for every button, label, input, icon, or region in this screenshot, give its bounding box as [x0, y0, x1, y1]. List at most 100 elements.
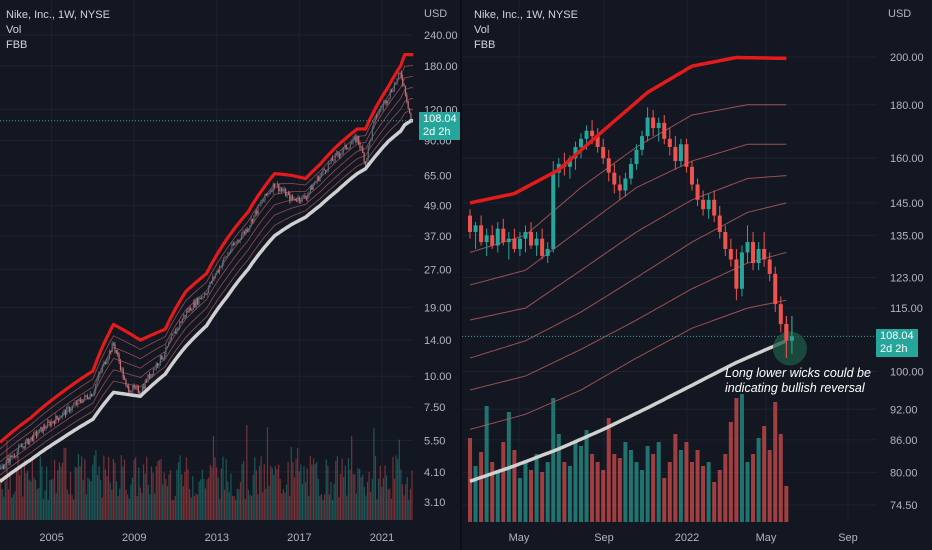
- left-candle-body: [40, 427, 42, 429]
- left-candle-body: [278, 184, 280, 191]
- right-volume-bar: [712, 482, 717, 522]
- left-volume-bar: [347, 458, 350, 520]
- left-volume-bar: [366, 481, 369, 520]
- left-candle-body: [351, 142, 353, 145]
- left-legend-vol[interactable]: Vol: [6, 24, 22, 36]
- left-volume-bar: [50, 479, 53, 520]
- right-volume-bar: [684, 442, 689, 522]
- left-volume-bar: [163, 472, 165, 520]
- right-countdown: 2d 2h: [880, 343, 908, 355]
- right-volume-bar: [773, 402, 778, 522]
- left-candle-body: [22, 446, 24, 448]
- left-volume-bar: [20, 465, 22, 520]
- left-candle-body: [51, 421, 53, 426]
- left-legend-fbb[interactable]: FBB: [6, 39, 28, 51]
- left-volume-bar: [96, 475, 99, 520]
- left-candle-body: [103, 361, 105, 366]
- left-volume-bar: [173, 499, 175, 520]
- left-volume-bar: [28, 479, 30, 520]
- left-candle-body: [144, 380, 146, 389]
- left-candle-body: [217, 270, 219, 272]
- left-volume-bar: [273, 474, 275, 520]
- right-legend-vol[interactable]: Vol: [474, 24, 490, 36]
- left-candle-body: [329, 162, 331, 164]
- left-volume-bar: [260, 456, 262, 520]
- left-volume-bar: [61, 462, 64, 520]
- right-chart-pane[interactable]: USD 200.00 180.00 160.00 145.00 135.00 123.00 1…: [462, 0, 932, 550]
- left-volume-bar: [33, 477, 35, 520]
- left-volume-bar: [15, 469, 18, 520]
- right-volume-bar: [490, 462, 495, 522]
- left-volume-bar: [135, 457, 137, 520]
- left-chart[interactable]: USD240.00180.00120.0090.0065.0049.0037.0…: [0, 0, 460, 550]
- pane-divider[interactable]: [460, 0, 462, 550]
- left-candle-body: [170, 335, 172, 340]
- left-volume-bar: [155, 466, 157, 520]
- left-candle-body: [146, 380, 148, 382]
- left-fbb-inner-band: [0, 98, 413, 469]
- reversal-highlight-circle: [772, 331, 807, 366]
- right-candle-body: [606, 158, 611, 173]
- left-volume-bar: [139, 487, 141, 520]
- left-candle-body: [236, 239, 239, 243]
- left-volume-bar: [109, 482, 111, 520]
- left-y-tick-label: 49.00: [424, 201, 452, 213]
- left-volume-bar: [93, 455, 95, 520]
- left-candle-body: [206, 293, 208, 295]
- left-candle-body: [363, 152, 365, 163]
- left-y-tick-label: 5.50: [424, 435, 445, 447]
- left-volume-bar: [409, 488, 412, 520]
- right-x-tick-label: Sep: [594, 532, 614, 544]
- right-fbb-inner-band: [469, 143, 787, 286]
- right-y-tick-label: 123.00: [890, 273, 924, 285]
- left-volume-bar: [290, 447, 292, 520]
- left-candle-body: [386, 101, 389, 104]
- right-candle-body: [512, 238, 517, 249]
- left-volume-bar: [236, 488, 238, 520]
- left-legend-title[interactable]: Nike, Inc., 1W, NYSE: [6, 9, 110, 21]
- left-volume-bar: [19, 475, 21, 520]
- left-candle-body: [279, 188, 281, 191]
- left-candle-body: [115, 350, 117, 353]
- left-volume-bar: [314, 464, 316, 520]
- right-chart[interactable]: USD 200.00 180.00 160.00 145.00 135.00 123.00 1…: [462, 0, 932, 550]
- left-candle-body: [388, 98, 390, 102]
- left-candle-body: [198, 297, 200, 305]
- right-legend-title[interactable]: Nike, Inc., 1W, NYSE: [474, 9, 578, 21]
- left-volume-bar: [354, 474, 356, 520]
- left-volume-bar: [324, 494, 326, 520]
- left-candle-body: [344, 144, 346, 148]
- left-candle-body: [382, 103, 385, 108]
- left-fbb-inner-band: [0, 87, 413, 463]
- left-candle-body: [257, 205, 259, 214]
- left-volume-bar: [3, 496, 5, 520]
- left-candle-body: [15, 456, 17, 457]
- left-volume-bar: [392, 456, 394, 520]
- left-volume-bar: [201, 469, 203, 520]
- right-y-tick-label: 80.00: [890, 468, 918, 480]
- left-volume-bar: [203, 479, 205, 520]
- left-volume-bar: [92, 464, 94, 520]
- left-volume-bar: [355, 493, 358, 520]
- right-candle-body: [656, 122, 661, 129]
- left-volume-bar: [193, 495, 195, 520]
- left-candle-body: [173, 331, 175, 334]
- right-candle-body: [534, 238, 539, 246]
- left-volume-bar: [204, 488, 207, 520]
- left-candle-body: [130, 391, 133, 393]
- right-volume-bar: [784, 486, 789, 522]
- left-volume-bar: [239, 482, 242, 520]
- left-chart-pane[interactable]: USD 240.00 180.00 120.00 90.00 65.00 49.00 37.0…: [0, 0, 460, 550]
- left-volume-bar: [333, 483, 335, 520]
- left-volume-bar: [69, 471, 72, 520]
- right-legend-fbb[interactable]: FBB: [474, 39, 496, 51]
- left-candle-body: [157, 363, 159, 366]
- left-y-tick-label: 240.00: [424, 30, 458, 42]
- left-candle-body: [258, 205, 261, 206]
- left-volume-bar: [346, 495, 348, 520]
- right-last-price: 108.04: [880, 330, 914, 342]
- right-candle-body: [695, 184, 700, 200]
- left-volume-bar: [147, 484, 149, 520]
- left-candle-body: [312, 184, 314, 190]
- left-volume-bar: [0, 477, 2, 520]
